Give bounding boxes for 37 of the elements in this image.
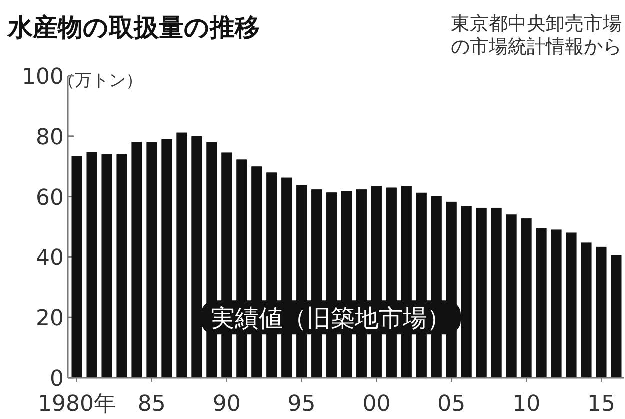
bar: [72, 156, 82, 378]
bar: [491, 208, 502, 378]
y-tick-label: 0: [50, 367, 64, 392]
bar: [551, 230, 562, 378]
x-tick-label: 85: [138, 392, 166, 417]
bar: [611, 255, 622, 378]
bar: [476, 208, 487, 378]
y-tick-label: 40: [36, 246, 64, 272]
bar: [192, 136, 202, 378]
x-tick-label: 95: [288, 392, 316, 417]
annotation: 実績値（旧築地市場）: [201, 300, 461, 335]
bar: [596, 246, 607, 378]
annotation: 実績値（旧築地市場）: [211, 304, 451, 333]
bar: [536, 228, 547, 378]
y-tick-label: 80: [36, 125, 64, 150]
bar: [146, 142, 158, 378]
chart-title: 水産物の取扱量の推移: [7, 13, 260, 42]
bar: [566, 232, 577, 378]
y-tick-label: 60: [36, 186, 64, 211]
bar: [86, 152, 98, 378]
x-tick-label: 00: [362, 392, 391, 417]
bar: [116, 154, 128, 378]
x-tick-label: 15: [588, 392, 616, 417]
x-tick-label: 90: [212, 392, 241, 417]
bar: [132, 142, 142, 378]
x-tick-label: 05: [438, 392, 466, 417]
y-tick-label: 20: [36, 306, 64, 332]
bar: [581, 242, 592, 378]
bar: [176, 132, 188, 378]
x-tick-label: 10: [512, 392, 541, 417]
subtitle: 東京都中央卸売市場の市場統計情報から: [451, 13, 622, 58]
x-tick-label: 1980年: [38, 392, 116, 417]
bar: [102, 154, 112, 378]
bar: [506, 214, 517, 378]
bar: [461, 206, 472, 378]
bar: [162, 139, 172, 378]
bar: [521, 218, 532, 378]
